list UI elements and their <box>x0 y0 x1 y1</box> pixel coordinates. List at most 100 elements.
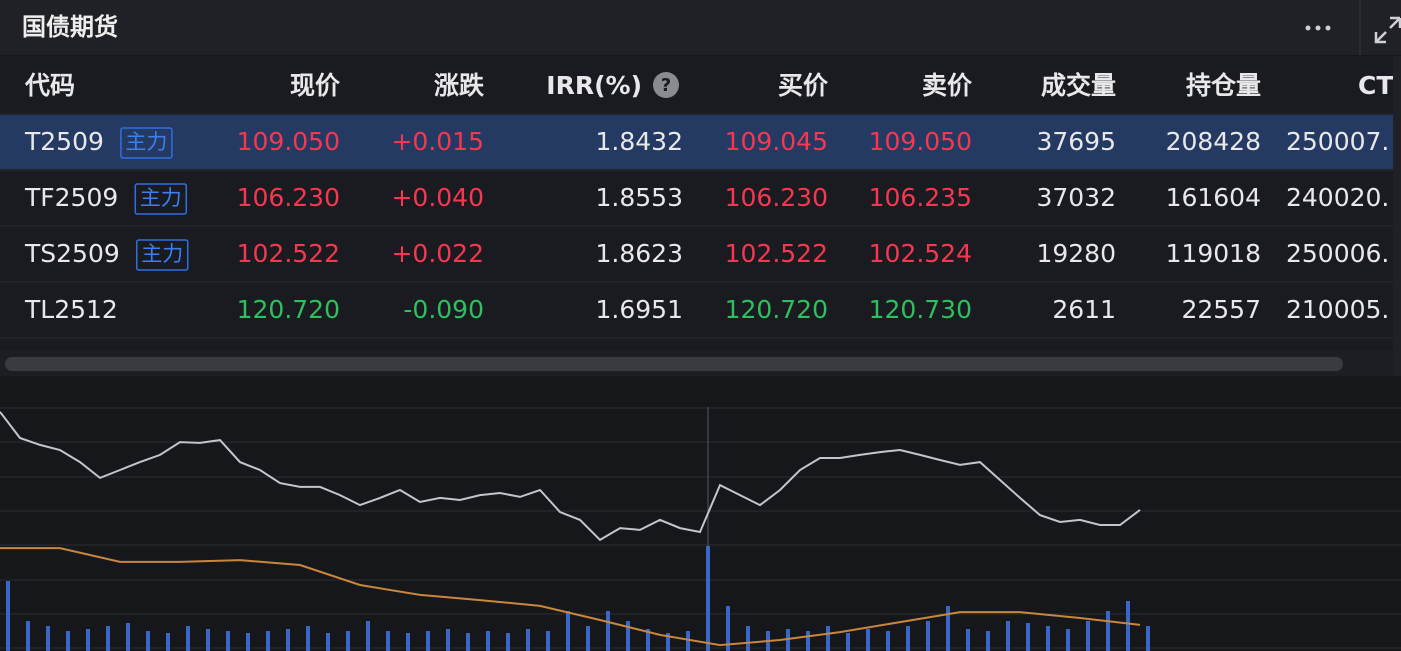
help-circle <box>653 72 679 98</box>
cell: 161604 <box>1166 183 1261 212</box>
volume-bar <box>1146 626 1150 651</box>
cell: 106.230 <box>725 183 828 212</box>
volume-bar <box>506 633 510 651</box>
volume-bar <box>386 631 390 651</box>
intraday-chart <box>0 407 1401 651</box>
cell: 119018 <box>1166 239 1261 268</box>
volume-bar <box>326 633 330 651</box>
volume-bar <box>306 626 310 651</box>
cell: 208428 <box>1166 127 1261 156</box>
cell: 240020. <box>1286 183 1389 212</box>
header-bar <box>0 0 1401 55</box>
volume-bar <box>366 621 370 651</box>
cell: +0.040 <box>391 183 484 212</box>
column-header: 代码 <box>24 71 75 100</box>
help-icon[interactable]: ? <box>653 72 679 98</box>
volume-bar <box>826 626 830 651</box>
volume-bar <box>1006 621 1010 651</box>
volume-bar <box>46 626 50 651</box>
cell: 120.720 <box>725 295 828 324</box>
column-header: 成交量 <box>1041 71 1116 100</box>
volume-bar <box>866 629 870 651</box>
column-header: 买价 <box>778 71 829 100</box>
cell: 102.524 <box>869 239 972 268</box>
tag-box <box>120 127 173 159</box>
grid <box>0 407 1401 649</box>
volume-bar <box>446 629 450 651</box>
volume-bar <box>106 626 110 651</box>
volume-bar <box>26 621 30 651</box>
help-mark: ? <box>661 75 671 96</box>
volume-bar <box>186 626 190 651</box>
column-header: 涨跌 <box>434 71 484 100</box>
volume-bar <box>226 631 230 651</box>
cell: +0.015 <box>391 127 484 156</box>
cell: 109.050 <box>237 127 340 156</box>
volume-bar <box>86 629 90 651</box>
volume-bar <box>286 629 290 651</box>
volume-bar <box>346 631 350 651</box>
volume-bar <box>146 631 150 651</box>
volume-bar <box>1066 629 1070 651</box>
volume-bar <box>566 611 570 651</box>
title: 国债期货 <box>22 13 118 41</box>
contract-code: TL2512 <box>24 295 118 324</box>
volume-bar <box>1126 601 1130 651</box>
volume-bar <box>966 629 970 651</box>
volume-bar <box>1026 623 1030 651</box>
cell: 109.045 <box>725 127 828 156</box>
cell: 1.8623 <box>596 239 683 268</box>
column-header: 持仓量 <box>1186 71 1261 100</box>
cell: 250006. <box>1286 239 1389 268</box>
tag: 主力 <box>140 186 182 210</box>
volume-bar <box>846 633 850 651</box>
volume-bar <box>646 629 650 651</box>
volume-bar <box>1046 626 1050 651</box>
cell: 1.6951 <box>596 295 683 324</box>
volume-bar <box>126 623 130 651</box>
tag: 主力 <box>141 242 183 266</box>
volume-bar <box>686 631 690 651</box>
volume-bar <box>246 633 250 651</box>
cell: -0.090 <box>403 295 484 324</box>
contract-code: TS2509 <box>24 239 120 268</box>
volume-bar <box>526 629 530 651</box>
cell: 210005. <box>1286 295 1389 324</box>
volume-bar <box>626 621 630 651</box>
cell: 106.230 <box>237 183 340 212</box>
selected-row <box>0 115 1393 169</box>
column-header: CT <box>1358 71 1393 100</box>
price-line <box>0 411 1141 542</box>
cell: 120.730 <box>869 295 972 324</box>
volume-bar <box>606 611 610 651</box>
volume-bar <box>6 581 10 651</box>
volume-bar <box>206 629 210 651</box>
volume-bar <box>166 633 170 651</box>
cell: 102.522 <box>725 239 828 268</box>
volume-bar <box>666 633 670 651</box>
volume-bar <box>1086 621 1090 651</box>
volume-bar <box>986 631 990 651</box>
cell: 120.720 <box>237 295 340 324</box>
cell: 37695 <box>1036 127 1116 156</box>
volume-bar <box>806 631 810 651</box>
column-header: 卖价 <box>922 71 973 100</box>
volume-bar <box>906 626 910 651</box>
more-button[interactable] <box>1305 25 1331 31</box>
v-scroll <box>1393 56 1401 376</box>
volume-bar <box>926 621 930 651</box>
column-header: IRR(%) <box>546 71 642 100</box>
expand-button[interactable] <box>1374 16 1401 44</box>
tag: 主力 <box>125 130 167 154</box>
cell: 109.050 <box>869 127 972 156</box>
volume-bar <box>1106 611 1110 651</box>
volume-bar <box>426 631 430 651</box>
table: 代码 现价 涨跌 IRR(%) 买价 卖价 成交量 持仓量 CT? T2509 主力 109.050 +… <box>0 71 1393 339</box>
column-header: 现价 <box>290 71 341 100</box>
cell: +0.022 <box>391 239 484 268</box>
tag-box <box>136 239 189 271</box>
volume-bar <box>406 633 410 651</box>
cell: 37032 <box>1036 183 1116 212</box>
scrollbar-thumb[interactable] <box>5 357 1343 371</box>
